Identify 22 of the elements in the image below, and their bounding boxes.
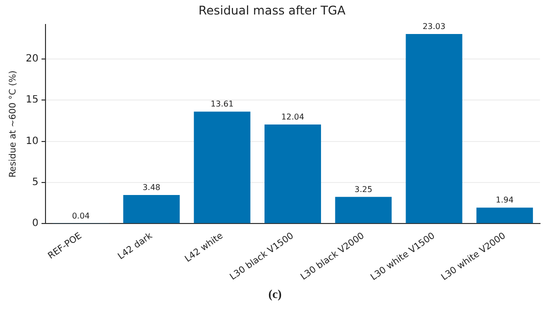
data-label: 0.04 [72, 211, 90, 220]
bar [194, 112, 250, 224]
bar [123, 194, 180, 224]
text: (c) [267, 287, 283, 302]
data-label: 13.61 [210, 100, 234, 109]
x-tick-label: L42 dark [116, 230, 156, 262]
data-label: 12.04 [281, 112, 304, 122]
y-axis-title: Residue at ~600 °C (%) [8, 70, 19, 178]
y-tick-label: 20 [26, 54, 39, 65]
data-label: 23.03 [422, 22, 446, 32]
chart-title: Residual mass after TGA [198, 3, 346, 18]
bar [406, 34, 462, 224]
data-label: 1.94 [496, 196, 514, 205]
y-tick-label: 0 [32, 218, 39, 230]
y-tick-label: 10 [26, 136, 39, 147]
bar [264, 124, 322, 224]
data-label: 3.48 [142, 183, 160, 192]
bar [476, 208, 533, 224]
bar [335, 196, 392, 224]
y-tick-label: 15 [26, 94, 39, 106]
y-tick-label: 5 [32, 177, 39, 188]
data-label: 3.25 [354, 184, 372, 194]
